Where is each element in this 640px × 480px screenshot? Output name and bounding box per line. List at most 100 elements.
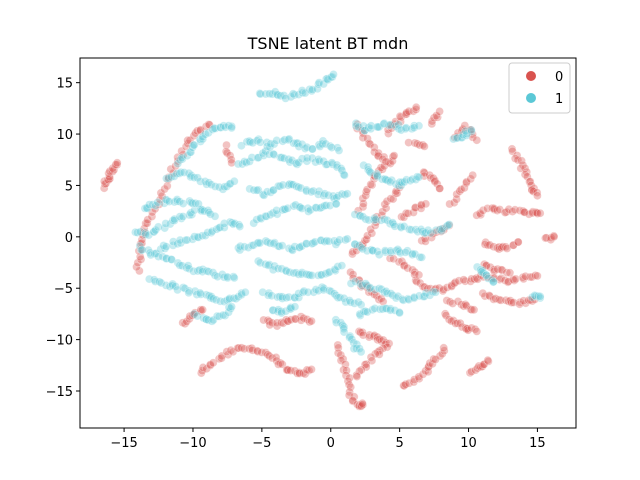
scatter-point-class-1 <box>252 186 262 195</box>
scatter-point-class-0 <box>147 212 157 221</box>
scatter-point-class-0 <box>183 139 193 148</box>
scatter-point-class-1 <box>334 146 344 155</box>
scatter-point-class-0 <box>417 200 426 209</box>
scatter-point-class-0 <box>183 136 192 145</box>
scatter-point-class-0 <box>435 107 444 116</box>
scatter-point-class-0 <box>401 209 411 218</box>
scatter-point-class-1 <box>265 238 275 248</box>
scatter-point-class-0 <box>419 171 429 181</box>
scatter-point-class-1 <box>204 291 214 300</box>
scatter-point-class-1 <box>206 228 216 237</box>
scatter-point-class-1 <box>291 268 301 277</box>
scatter-point-class-1 <box>263 187 272 196</box>
scatter-point-class-0 <box>483 355 493 365</box>
scatter-point-class-0 <box>404 107 414 116</box>
scatter-point-class-1 <box>409 121 419 130</box>
scatter-point-class-1 <box>361 214 371 224</box>
scatter-point-class-1 <box>388 290 397 300</box>
y-tick-label: 0 <box>65 231 73 246</box>
scatter-point-class-1 <box>443 221 453 230</box>
scatter-point-class-1 <box>198 231 207 240</box>
scatter-point-class-1 <box>395 307 404 317</box>
legend-label-1: 1 <box>555 92 563 107</box>
scatter-point-class-0 <box>480 240 490 249</box>
scatter-point-class-1 <box>340 170 349 180</box>
scatter-point-class-1 <box>311 203 321 212</box>
scatter-point-class-1 <box>199 313 208 323</box>
scatter-point-class-0 <box>467 305 476 315</box>
scatter-point-class-1 <box>194 199 203 209</box>
scatter-point-class-0 <box>533 271 542 281</box>
x-tick-label: −10 <box>179 436 206 451</box>
scatter-point-class-1 <box>380 174 390 184</box>
scatter-point-class-1 <box>272 90 282 99</box>
scatter-point-class-1 <box>294 289 303 298</box>
scatter-point-class-1 <box>136 227 145 237</box>
scatter-point-class-0 <box>535 208 545 218</box>
scatter-point-class-1 <box>298 88 307 98</box>
scatter-point-class-1 <box>166 172 176 182</box>
scatter-point-class-0 <box>513 155 523 165</box>
scatter-point-class-1 <box>254 153 263 162</box>
scatter-point-class-1 <box>326 72 336 82</box>
scatter-point-class-0 <box>421 237 430 246</box>
scatter-point-class-1 <box>366 168 376 178</box>
scatter-point-class-1 <box>406 225 416 235</box>
scatter-point-class-1 <box>249 218 258 228</box>
scatter-point-class-1 <box>182 235 192 245</box>
scatter-point-class-0 <box>497 265 507 275</box>
scatter-point-class-1 <box>399 222 409 231</box>
scatter-point-class-1 <box>224 303 234 312</box>
scatter-point-class-1 <box>195 135 205 144</box>
scatter-point-class-1 <box>375 304 385 314</box>
legend: 0 1 <box>508 62 571 114</box>
scatter-point-class-0 <box>217 351 227 361</box>
scatter-point-class-1 <box>323 75 333 85</box>
scatter-point-class-1 <box>302 153 312 163</box>
scatter-point-class-0 <box>272 318 282 328</box>
scatter-point-class-0 <box>476 210 485 220</box>
scatter-point-class-0 <box>362 185 372 194</box>
scatter-point-class-0 <box>435 184 444 193</box>
scatter-point-class-1 <box>294 182 303 192</box>
scatter-point-class-0 <box>381 338 391 348</box>
scatter-point-class-0 <box>502 268 512 277</box>
scatter-point-class-0 <box>403 263 412 273</box>
scatter-point-class-1 <box>339 324 348 333</box>
scatter-point-class-1 <box>351 121 361 131</box>
scatter-point-class-0 <box>353 242 362 252</box>
scatter-point-class-1 <box>141 230 150 239</box>
scatter-point-class-1 <box>149 227 159 236</box>
scatter-point-class-1 <box>210 271 220 280</box>
scatter-point-class-1 <box>269 150 279 159</box>
scatter-point-class-0 <box>465 368 475 378</box>
scatter-point-class-1 <box>376 216 386 225</box>
scatter-point-class-1 <box>370 285 380 294</box>
scatter-point-class-0 <box>399 381 409 390</box>
scatter-point-class-1 <box>296 183 306 193</box>
scatter-point-class-0 <box>345 387 354 397</box>
scatter-point-class-1 <box>186 198 196 207</box>
scatter-point-class-0 <box>388 156 397 166</box>
scatter-point-class-0 <box>455 186 464 196</box>
scatter-point-class-1 <box>156 278 166 288</box>
scatter-point-class-1 <box>404 295 414 304</box>
scatter-point-class-1 <box>410 249 420 259</box>
scatter-point-class-0 <box>410 270 419 279</box>
scatter-point-class-0 <box>411 105 421 114</box>
scatter-point-class-0 <box>525 272 535 282</box>
scatter-point-class-0 <box>362 235 371 244</box>
x-tick-label: 5 <box>396 436 404 451</box>
scatter-point-class-1 <box>162 174 171 183</box>
scatter-point-class-0 <box>493 206 502 215</box>
scatter-point-class-0 <box>363 134 372 143</box>
scatter-point-class-1 <box>414 121 424 131</box>
y-axis-ticks: −15 −10 −5 0 5 10 15 <box>46 77 80 400</box>
scatter-point-class-1 <box>307 86 317 96</box>
scatter-point-class-1 <box>343 234 352 244</box>
scatter-point-class-0 <box>515 206 525 215</box>
scatter-point-class-1 <box>189 173 199 182</box>
scatter-point-class-1 <box>317 139 327 149</box>
scatter-point-class-1 <box>395 308 404 318</box>
legend-marker-1 <box>526 93 536 103</box>
